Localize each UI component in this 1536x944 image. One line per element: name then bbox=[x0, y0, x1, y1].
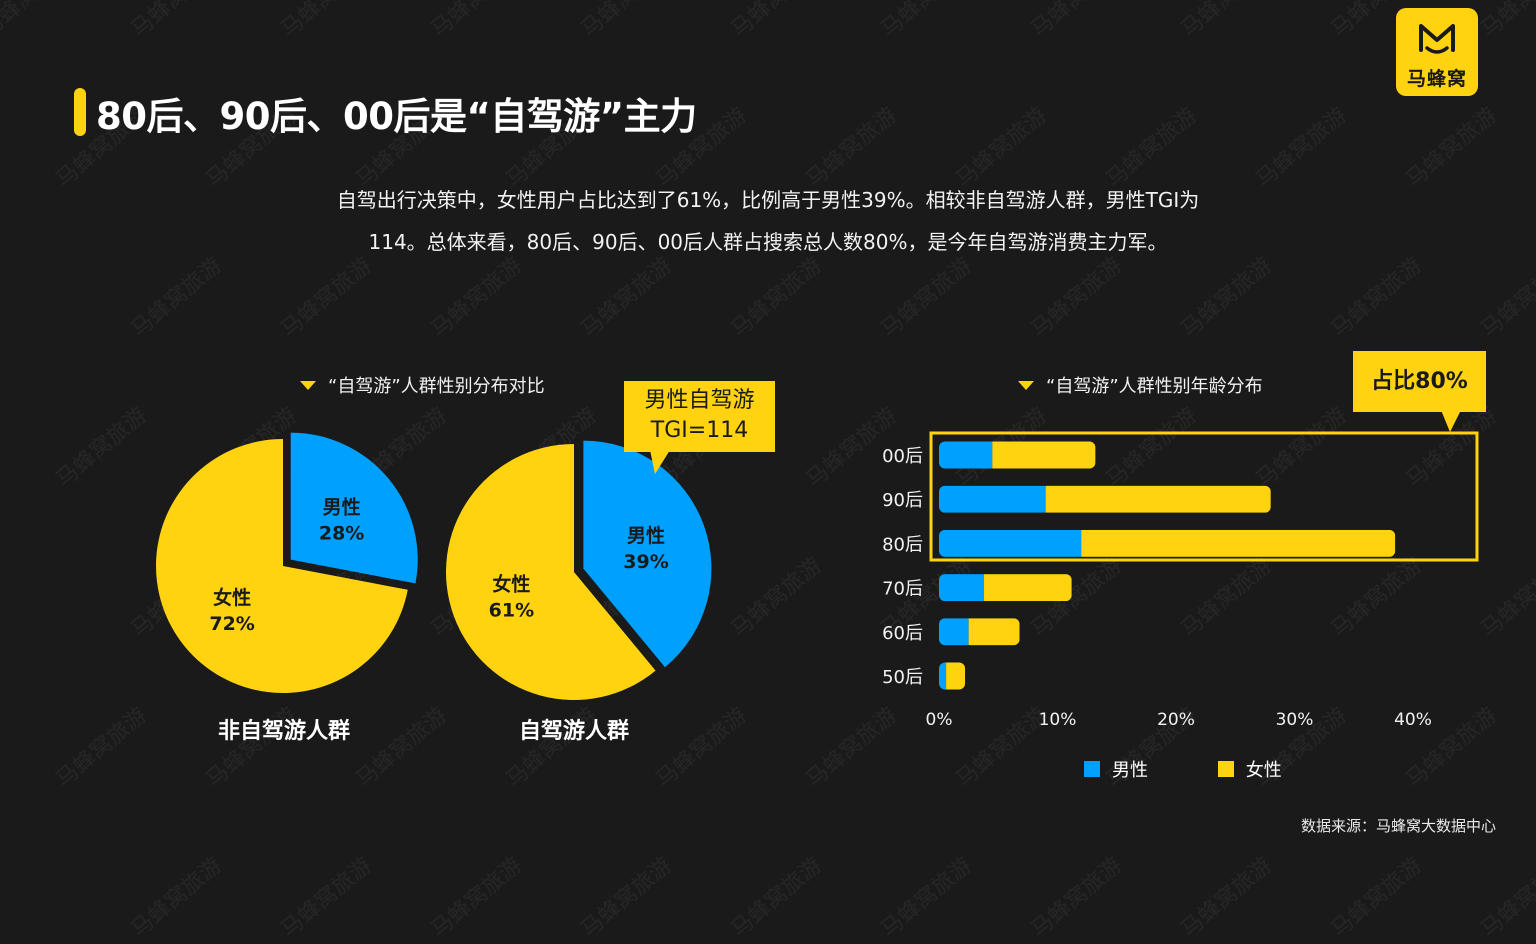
pie-1-slice-male bbox=[583, 440, 712, 668]
bar-male-3 bbox=[939, 574, 985, 602]
x-tick-1: 10% bbox=[1039, 710, 1077, 730]
tgi-callout: 男性自驾游 TGI=114 bbox=[624, 381, 775, 452]
bar-female-3 bbox=[984, 574, 1072, 602]
pie-0-label-female: 女性 bbox=[213, 586, 251, 609]
legend-label-male: 男性 bbox=[1112, 760, 1148, 781]
pie-caption-selfdrive: 自驾游人群 bbox=[518, 719, 629, 744]
bar-male-5 bbox=[939, 662, 947, 690]
tgi-callout-pointer bbox=[650, 450, 670, 474]
legend-swatch-female bbox=[1217, 761, 1234, 777]
pie-0-label-male: 男性 bbox=[323, 496, 361, 519]
x-tick-4: 40% bbox=[1394, 710, 1432, 730]
x-tick-3: 30% bbox=[1276, 710, 1314, 730]
brand-name: 马蜂窝 bbox=[1406, 68, 1467, 90]
bar-category-5: 50后 bbox=[882, 667, 923, 688]
bar-female-2 bbox=[1081, 529, 1396, 557]
brand-logo: 马蜂窝 bbox=[1396, 8, 1478, 96]
share-80-callout: 占比80% bbox=[1353, 351, 1486, 412]
bar-female-4 bbox=[968, 618, 1020, 646]
legend-label-female: 女性 bbox=[1245, 760, 1282, 781]
bar-male-4 bbox=[939, 618, 969, 646]
bar-section-label: “自驾游”人群性别年龄分布 bbox=[1018, 372, 1263, 398]
x-tick-0: 0% bbox=[926, 710, 953, 730]
bar-female-5 bbox=[946, 662, 966, 690]
intro-line-2: 114。总体来看，80后、90后、00后人群占搜索总人数80%，是今年自驾游消费… bbox=[368, 230, 1168, 254]
pie-1-label-female: 女性 bbox=[492, 573, 530, 596]
intro-line-1: 自驾出行决策中，女性用户占比达到了61%，比例高于男性39%。相较非自驾游人群，… bbox=[336, 188, 1200, 212]
bar-female-0 bbox=[992, 441, 1096, 469]
pie-caption-non-selfdrive: 非自驾游人群 bbox=[217, 719, 350, 744]
pie-1-value-male: 39% bbox=[623, 551, 668, 573]
bar-male-1 bbox=[939, 485, 1046, 513]
x-tick-2: 20% bbox=[1157, 710, 1195, 730]
triangle-marker-icon bbox=[1018, 380, 1034, 390]
pie-0-value-female: 72% bbox=[209, 613, 254, 635]
pie-1-value-female: 61% bbox=[489, 600, 534, 622]
pie-0-slice-male bbox=[290, 432, 418, 584]
data-source: 数据来源：马蜂窝大数据中心 bbox=[1300, 817, 1496, 835]
age-bar-chart: 00后 90后 80后 70后 60后 50后 0% 10% 20% 30% 40% bbox=[882, 431, 1479, 730]
bar-category-4: 60后 bbox=[882, 623, 923, 644]
highlight-box bbox=[929, 431, 1479, 562]
legend-item-female: 女性 bbox=[1217, 760, 1282, 781]
title-accent-bar bbox=[74, 88, 86, 136]
bar-male-0 bbox=[939, 441, 993, 469]
pie-1-label-male: 男性 bbox=[627, 524, 665, 547]
bar-male-2 bbox=[939, 529, 1082, 557]
pie-0-value-male: 28% bbox=[319, 523, 364, 545]
share-80-callout-pointer bbox=[1441, 410, 1461, 432]
bar-category-0: 00后 bbox=[882, 446, 923, 467]
bar-category-1: 90后 bbox=[882, 490, 923, 511]
tgi-callout-line1: 男性自驾游 bbox=[644, 388, 755, 413]
bar-legend: 男性 女性 bbox=[1084, 756, 1282, 782]
pie-charts: 男性 28% 女性 72% 男性 39% 女性 61% bbox=[156, 432, 712, 700]
pie-1-slice-female bbox=[446, 444, 656, 700]
legend-item-male: 男性 bbox=[1084, 760, 1148, 781]
triangle-marker-icon bbox=[300, 380, 316, 390]
pie-section-title: “自驾游”人群性别分布对比 bbox=[328, 376, 545, 397]
pie-0-slice-female bbox=[156, 439, 408, 694]
mafengwo-m-icon bbox=[1419, 24, 1455, 54]
page-title: 80后、90后、00后是“自驾游”主力 bbox=[96, 95, 697, 138]
legend-swatch-male bbox=[1084, 761, 1100, 777]
bar-category-3: 70后 bbox=[882, 579, 923, 600]
bar-section-title: “自驾游”人群性别年龄分布 bbox=[1046, 376, 1263, 397]
bar-category-2: 80后 bbox=[882, 534, 923, 555]
tgi-callout-line2: TGI=114 bbox=[650, 418, 749, 443]
pie-section-label: “自驾游”人群性别分布对比 bbox=[300, 372, 545, 398]
bar-female-1 bbox=[1045, 485, 1271, 513]
